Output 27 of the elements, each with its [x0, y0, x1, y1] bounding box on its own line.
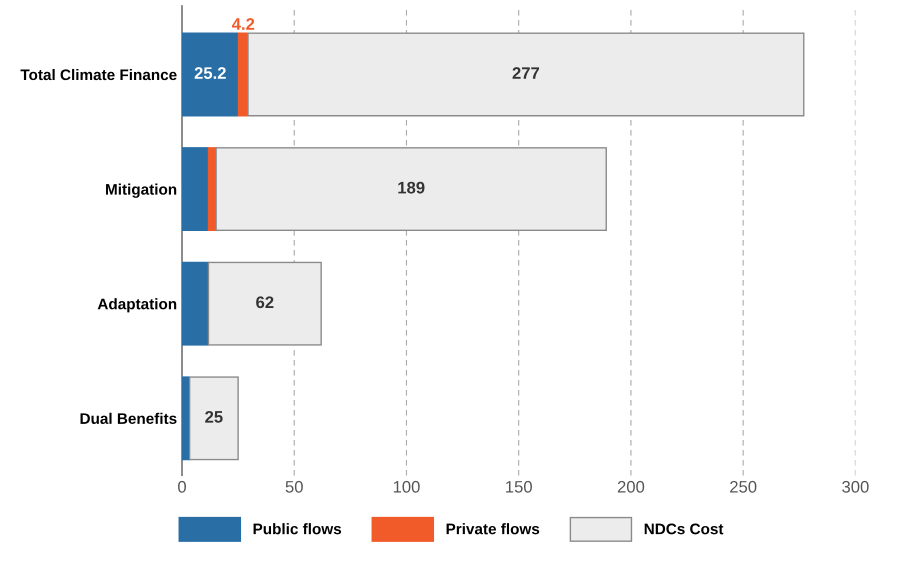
x-tick-label: 100 [394, 480, 420, 493]
y-tick-label: Mitigation [106, 184, 176, 198]
y-tick-label: Total Climate Finance [20, 68, 177, 80]
total-label: 25 [205, 410, 223, 423]
bar [188, 376, 239, 460]
x-tick-label: 50 [286, 480, 303, 493]
y-tick-label: Adaptation [98, 298, 176, 312]
x-tick-label: 250 [730, 480, 756, 493]
x-tick-label: 200 [618, 480, 644, 493]
bar [182, 147, 210, 232]
total-label: 189 [398, 182, 424, 194]
legend-label: Private flows [446, 523, 540, 534]
data-label: 25.2 [194, 67, 226, 79]
bar [182, 262, 210, 346]
bar [182, 32, 240, 116]
total-label: 277 [512, 67, 540, 79]
x-tick-label: 300 [842, 480, 869, 493]
legend-label: Public flows [254, 523, 342, 534]
bar [247, 32, 804, 116]
total-label: 62 [256, 296, 274, 308]
x-tick-label: 0 [178, 480, 186, 493]
bar [215, 147, 607, 232]
legend-label: NDCs Cost [644, 524, 724, 534]
bar [208, 262, 322, 346]
y-tick-label: Dual Benefits [80, 412, 177, 424]
data-label: 4.2 [232, 18, 254, 30]
x-tick-label: 150 [506, 480, 532, 493]
